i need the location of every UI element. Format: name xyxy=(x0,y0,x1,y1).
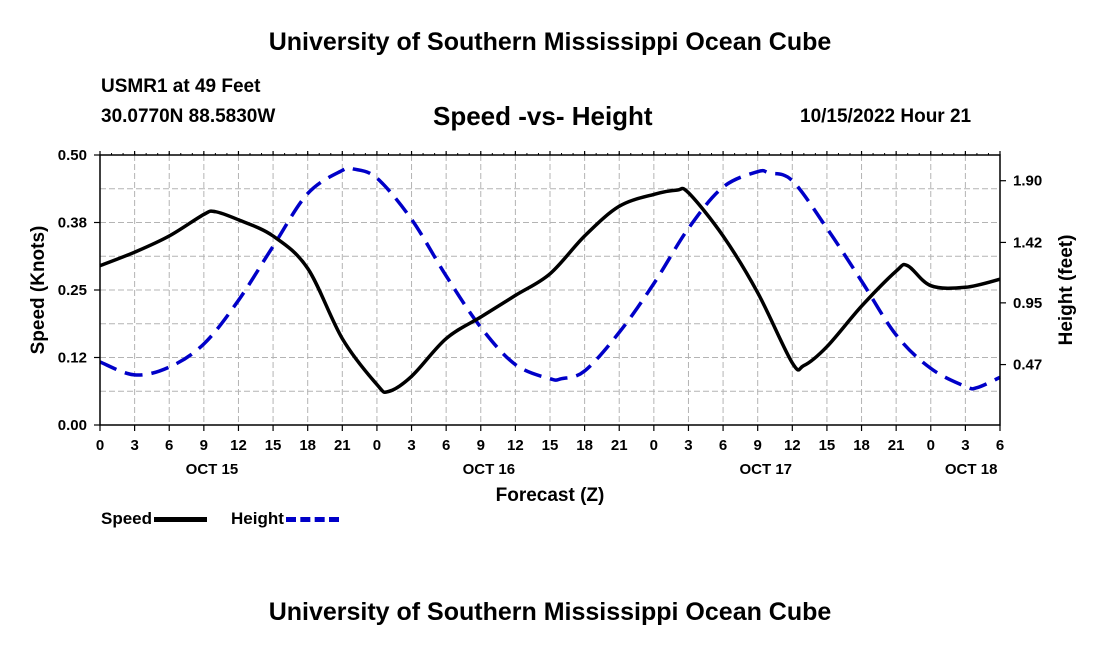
day-label: OCT 16 xyxy=(463,461,516,478)
x-tick-label: 3 xyxy=(684,437,692,454)
legend-height-swatch xyxy=(285,516,339,522)
series-line-speed xyxy=(99,186,1001,394)
x-tick-label: 6 xyxy=(165,437,173,454)
x-tick-label: 6 xyxy=(996,437,1004,454)
main-title: University of Southern Mississippi Ocean… xyxy=(268,28,832,56)
legend-speed-label: Speed xyxy=(101,509,153,528)
x-tick-label: 18 xyxy=(299,437,316,454)
forecast-date-label: 10/15/2022 Hour 21 xyxy=(800,106,972,127)
x-tick-label: 0 xyxy=(650,437,658,454)
x-tick-label: 9 xyxy=(200,437,208,454)
x-tick-label: 15 xyxy=(542,437,559,454)
x-tick-label: 18 xyxy=(576,437,593,454)
x-tick-label: 9 xyxy=(754,437,762,454)
x-tick-label: 12 xyxy=(784,437,801,454)
x-tick-label: 15 xyxy=(819,437,836,454)
x-tick-label: 15 xyxy=(265,437,282,454)
y2-tick-label: 0.95 xyxy=(1013,295,1042,312)
legend-height: Height xyxy=(231,509,339,529)
x-tick-label: 6 xyxy=(719,437,727,454)
y-tick-label: 0.38 xyxy=(58,215,87,232)
y2-tick-label: 1.90 xyxy=(1013,173,1042,190)
x-tick-label: 6 xyxy=(442,437,450,454)
y2-axis-title: Height (feet) xyxy=(1056,235,1077,346)
legend-height-label: Height xyxy=(231,509,284,528)
series-line-height xyxy=(99,166,1001,391)
x-tick-label: 3 xyxy=(961,437,969,454)
grid-layer xyxy=(100,155,1000,425)
y-tick-label: 0.25 xyxy=(58,282,87,299)
x-tick-label: 9 xyxy=(477,437,485,454)
x-tick-label: 3 xyxy=(130,437,138,454)
coordinates-label: 30.0770N 88.5830W xyxy=(101,106,276,127)
x-tick-label: 0 xyxy=(373,437,381,454)
x-tick-label: 0 xyxy=(927,437,935,454)
footer-title: University of Southern Mississippi Ocean… xyxy=(268,598,832,626)
y-tick-label: 0.00 xyxy=(58,417,87,434)
day-label: OCT 17 xyxy=(740,461,793,478)
x-tick-label: 12 xyxy=(507,437,524,454)
x-tick-label: 21 xyxy=(611,437,628,454)
x-tick-label: 3 xyxy=(407,437,415,454)
x-tick-label: 12 xyxy=(230,437,247,454)
axis-layer: 0 3 6 9 12 15 18 21 0 3 6 9 12 15 18 21 0 3 6 9 12 15 18 21 0 3 6O… xyxy=(58,147,1042,478)
series-layer xyxy=(99,166,1001,394)
x-tick-label: 18 xyxy=(853,437,870,454)
y-axis-title: Speed (Knots) xyxy=(28,226,49,355)
x-tick-label: 21 xyxy=(334,437,351,454)
legend-speed-swatch xyxy=(154,516,208,522)
station-label: USMR1 at 49 Feet xyxy=(101,76,261,97)
x-tick-label: 21 xyxy=(888,437,905,454)
x-tick-label: 0 xyxy=(96,437,104,454)
y-tick-label: 0.50 xyxy=(58,147,87,164)
y-tick-label: 0.12 xyxy=(58,350,87,367)
chart-title: Speed -vs- Height xyxy=(433,101,653,131)
y2-tick-label: 0.47 xyxy=(1013,357,1042,374)
day-label: OCT 15 xyxy=(186,461,239,478)
legend-speed: Speed xyxy=(101,509,208,529)
y2-tick-label: 1.42 xyxy=(1013,234,1042,251)
day-label: OCT 18 xyxy=(945,461,998,478)
x-axis-title: Forecast (Z) xyxy=(496,485,605,506)
